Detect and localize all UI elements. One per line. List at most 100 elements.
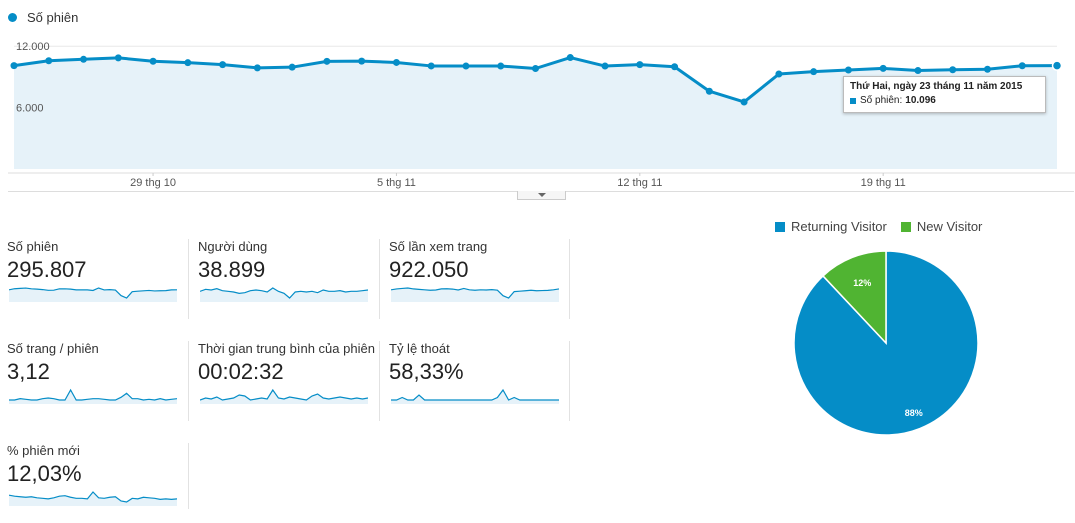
- sparkline-line: [9, 388, 177, 401]
- sparkline-line: [391, 287, 559, 299]
- metric-avg-session-duration[interactable]: Thời gian trung bình của phiên 00:02:32: [198, 341, 375, 421]
- sparkline-area: [9, 492, 177, 506]
- metric-sparkline: [391, 287, 559, 302]
- data-point: [775, 70, 783, 78]
- data-point: [184, 59, 192, 67]
- metric-value: 00:02:32: [198, 359, 284, 384]
- data-point: [636, 61, 644, 69]
- metric-value: 38.899: [198, 257, 266, 282]
- data-point: [844, 66, 852, 74]
- area-fill: [14, 57, 1057, 170]
- data-point: [566, 54, 574, 62]
- data-point: [114, 54, 122, 62]
- metric-sparkline: [9, 388, 177, 404]
- data-point: [914, 67, 922, 75]
- data-point: [983, 65, 991, 73]
- metric-sparkline: [200, 388, 368, 404]
- x-tick-label: 29 thg 10: [130, 177, 176, 189]
- metric-pages-per-session[interactable]: Số trang / phiên 3,12: [7, 341, 179, 421]
- data-point: [80, 55, 88, 63]
- data-point: [10, 62, 18, 70]
- metric-new-sessions-percent[interactable]: % phiên mới 12,03%: [7, 443, 179, 523]
- metric-bounce-rate[interactable]: Tỷ lệ thoát 58,33%: [389, 341, 561, 421]
- tooltip-series-swatch-icon: [850, 97, 856, 104]
- metric-value: 295.807: [7, 257, 87, 282]
- data-point: [323, 57, 331, 65]
- metric-value: 12,03%: [7, 461, 82, 486]
- metric-label: % phiên mới: [7, 443, 80, 458]
- metric-divider: [379, 239, 380, 319]
- data-point: [462, 62, 470, 70]
- metric-label: Số phiên: [7, 239, 59, 254]
- metric-users[interactable]: Người dùng 38.899: [198, 239, 370, 319]
- metric-sessions[interactable]: Số phiên 295.807: [7, 239, 179, 319]
- data-point: [949, 66, 957, 74]
- sparkline-line: [200, 388, 368, 401]
- metric-sparkline: [200, 287, 368, 302]
- collapse-chart-toggle[interactable]: [517, 191, 566, 200]
- data-point: [149, 57, 157, 65]
- legend-item-returning[interactable]: Returning Visitor: [775, 219, 887, 234]
- x-tick-label: 5 thg 11: [377, 177, 416, 189]
- chart-legend[interactable]: Số phiên: [8, 10, 78, 25]
- data-point: [1051, 60, 1063, 71]
- data-point: [45, 57, 53, 65]
- legend-item-new[interactable]: New Visitor: [900, 219, 983, 234]
- data-point: [497, 62, 505, 70]
- metric-sparkline: [9, 491, 177, 506]
- pie-legend[interactable]: Returning Visitor New Visitor: [775, 219, 996, 234]
- metric-label: Thời gian trung bình của phiên: [198, 341, 375, 356]
- new-swatch-icon: [900, 221, 911, 232]
- data-point: [358, 57, 366, 65]
- pie-slice-new: [821, 250, 887, 345]
- data-point: [427, 62, 435, 70]
- data-point: [532, 64, 539, 72]
- sparkline-area: [200, 390, 368, 404]
- data-point: [671, 63, 679, 71]
- chevron-down-icon: [537, 193, 546, 197]
- metric-divider: [188, 239, 189, 319]
- chart-tooltip: Thứ Hai, ngày 23 tháng 11 năm 2015 Số ph…: [843, 76, 1046, 113]
- metric-value: 3,12: [7, 359, 50, 384]
- data-point: [705, 87, 713, 95]
- metric-divider: [379, 341, 380, 421]
- tooltip-date: Thứ Hai, ngày 23 tháng 11 năm 2015: [850, 81, 1023, 92]
- data-point: [1018, 62, 1026, 70]
- metric-label: Số trang / phiên: [7, 341, 99, 356]
- data-point: [810, 68, 818, 76]
- metric-label: Số lần xem trang: [389, 239, 488, 254]
- metric-pageviews[interactable]: Số lần xem trang 922.050: [389, 239, 561, 319]
- data-point: [253, 64, 261, 72]
- x-tick-label: 19 thg 11: [861, 177, 906, 189]
- data-point: [288, 63, 296, 71]
- data-point: [219, 61, 227, 69]
- metric-divider: [188, 443, 189, 509]
- series-label: Số phiên: [27, 10, 79, 25]
- legend-label: Returning Visitor: [791, 219, 887, 234]
- pie-slice-label: 88%: [905, 408, 923, 418]
- visitor-type-pie-chart[interactable]: 88% 12%: [770, 245, 1000, 445]
- sparkline-area: [9, 390, 177, 404]
- data-point: [392, 58, 400, 66]
- tooltip-value: 10.096: [905, 95, 936, 106]
- sparkline-area: [200, 288, 368, 302]
- metric-label: Tỷ lệ thoát: [389, 341, 450, 356]
- metric-label: Người dùng: [198, 239, 268, 254]
- y-tick-label: 12.000: [16, 41, 50, 53]
- sparkline-line: [9, 287, 177, 299]
- returning-swatch-icon: [775, 221, 785, 232]
- pie-slice-label: 12%: [853, 278, 871, 288]
- legend-label: New Visitor: [916, 219, 983, 234]
- data-point: [601, 62, 609, 70]
- metric-divider: [188, 341, 189, 421]
- sparkline-line: [200, 287, 368, 299]
- tooltip-series-label: Số phiên:: [860, 95, 903, 106]
- sparkline-line: [391, 388, 559, 401]
- metric-sparkline: [391, 388, 559, 404]
- metric-divider: [569, 341, 570, 421]
- sparkline-line: [9, 491, 177, 503]
- metric-value: 58,33%: [389, 359, 464, 384]
- data-point: [879, 64, 887, 72]
- x-tick-label: 12 thg 11: [617, 177, 662, 189]
- data-point: [740, 98, 748, 106]
